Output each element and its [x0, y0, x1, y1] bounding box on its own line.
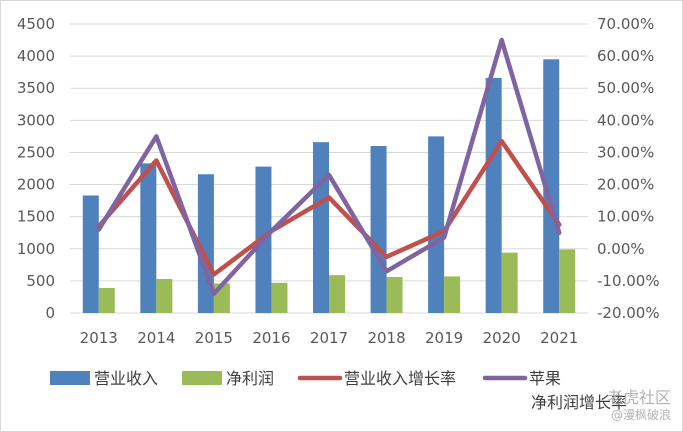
y-left-tick-label: 2000	[17, 176, 55, 194]
legend-label: 营业收入	[94, 369, 158, 388]
y-right-tick-label: 30.00%	[597, 143, 654, 161]
bar	[501, 252, 518, 313]
y-left-tick-label: 1000	[17, 240, 55, 258]
x-tick-label: 2018	[367, 329, 405, 347]
bar	[82, 195, 99, 313]
watermark-author: @漫枫破浪	[610, 408, 671, 422]
x-tick-label: 2016	[252, 329, 290, 347]
y-left-tick-label: 1500	[17, 208, 55, 226]
legend-label: 营业收入增长率	[344, 369, 456, 388]
y-left-tick-label: 0	[45, 304, 55, 322]
y-right-tick-label: 0.00%	[597, 240, 645, 258]
y-right-tick-label: 20.00%	[597, 176, 654, 194]
bar	[140, 163, 157, 313]
y-left-tick-label: 2500	[17, 143, 55, 161]
x-tick-label: 2015	[195, 329, 233, 347]
bar	[386, 277, 403, 313]
y-left-tick-label: 4500	[17, 15, 55, 33]
bar	[543, 59, 560, 314]
x-tick-label: 2019	[425, 329, 463, 347]
y-left-tick-label: 500	[26, 272, 55, 290]
legend-swatch	[50, 371, 90, 385]
x-tick-label: 2014	[137, 329, 175, 347]
y-left-tick-label: 3500	[17, 79, 55, 97]
y-right-tick-label: 10.00%	[597, 208, 654, 226]
y-right-tick-label: 40.00%	[597, 111, 654, 129]
bar	[156, 278, 173, 313]
bar	[444, 276, 461, 313]
y-right-tick-label: -20.00%	[597, 304, 660, 322]
legend-label: 苹果净利润增长率	[529, 369, 627, 412]
series-line	[96, 138, 562, 277]
bar	[370, 146, 387, 313]
watermark: 老虎社区 @漫枫破浪	[561, 384, 671, 424]
y-left-tick-label: 3000	[17, 111, 55, 129]
series-line	[96, 37, 562, 296]
x-tick-label: 2021	[540, 329, 578, 347]
bar	[313, 142, 329, 313]
bar	[428, 136, 445, 313]
bar	[559, 249, 576, 313]
bar	[485, 77, 502, 314]
x-tick-label: 2020	[483, 329, 521, 347]
watermark-logo-text: 老虎社区	[606, 388, 671, 407]
legend-label: 净利润	[226, 369, 274, 388]
bar	[98, 287, 115, 313]
y-left-tick-label: 4000	[17, 47, 55, 65]
bar	[271, 282, 288, 313]
y-right-tick-label: 50.00%	[597, 79, 654, 97]
legend-swatch	[182, 371, 222, 385]
x-tick-label: 2013	[80, 329, 118, 347]
y-right-tick-label: 70.00%	[597, 15, 654, 33]
bar	[329, 275, 345, 313]
x-tick-label: 2017	[310, 329, 348, 347]
y-right-tick-label: 60.00%	[597, 47, 654, 65]
y-right-tick-label: -10.00%	[597, 272, 660, 290]
